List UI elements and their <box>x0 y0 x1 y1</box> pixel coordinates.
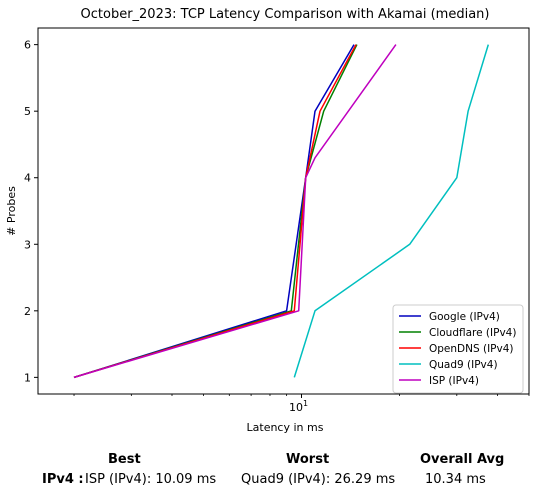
summary-row-label: IPv4 : <box>42 472 84 487</box>
y-tick-label: 3 <box>24 238 31 251</box>
legend-label: Cloudflare (IPv4) <box>429 327 516 339</box>
series-line-1 <box>73 44 358 379</box>
summary-best-header: Best <box>108 452 141 467</box>
plot-area <box>37 27 530 395</box>
chart-title: October_2023: TCP Latency Comparison wit… <box>81 7 490 22</box>
series-line-3 <box>293 44 490 378</box>
series-line-4 <box>73 44 397 379</box>
legend-label: Google (IPv4) <box>429 311 500 323</box>
x-axis-label: Latency in ms <box>247 421 324 434</box>
series-line-2 <box>73 44 357 379</box>
summary-best-value: ISP (IPv4): 10.09 ms <box>85 472 217 487</box>
y-tick-label: 4 <box>24 172 31 185</box>
y-axis-label: # Probes <box>5 186 18 236</box>
latency-chart: October_2023: TCP Latency Comparison wit… <box>5 7 530 434</box>
y-tick-label: 1 <box>24 371 31 384</box>
y-tick-label: 6 <box>24 39 31 52</box>
legend-label: OpenDNS (IPv4) <box>429 343 514 355</box>
chart-legend: Google (IPv4) Cloudflare (IPv4) OpenDNS (I… <box>392 304 524 394</box>
y-tick-label: 2 <box>24 305 31 318</box>
series-line-0 <box>73 44 355 379</box>
legend-label: Quad9 (IPv4) <box>429 359 498 371</box>
summary-avg-header: Overall Avg <box>420 452 505 467</box>
x-tick-label: 101 <box>289 399 308 414</box>
series-lines <box>73 44 490 379</box>
summary-worst-header: Worst <box>286 452 330 467</box>
legend-label: ISP (IPv4) <box>429 375 479 387</box>
summary-worst-value: Quad9 (IPv4): 26.29 ms <box>241 472 396 487</box>
legend-box <box>392 304 524 394</box>
y-tick-label: 5 <box>24 105 31 118</box>
summary-avg-value: 10.34 ms <box>425 472 486 487</box>
